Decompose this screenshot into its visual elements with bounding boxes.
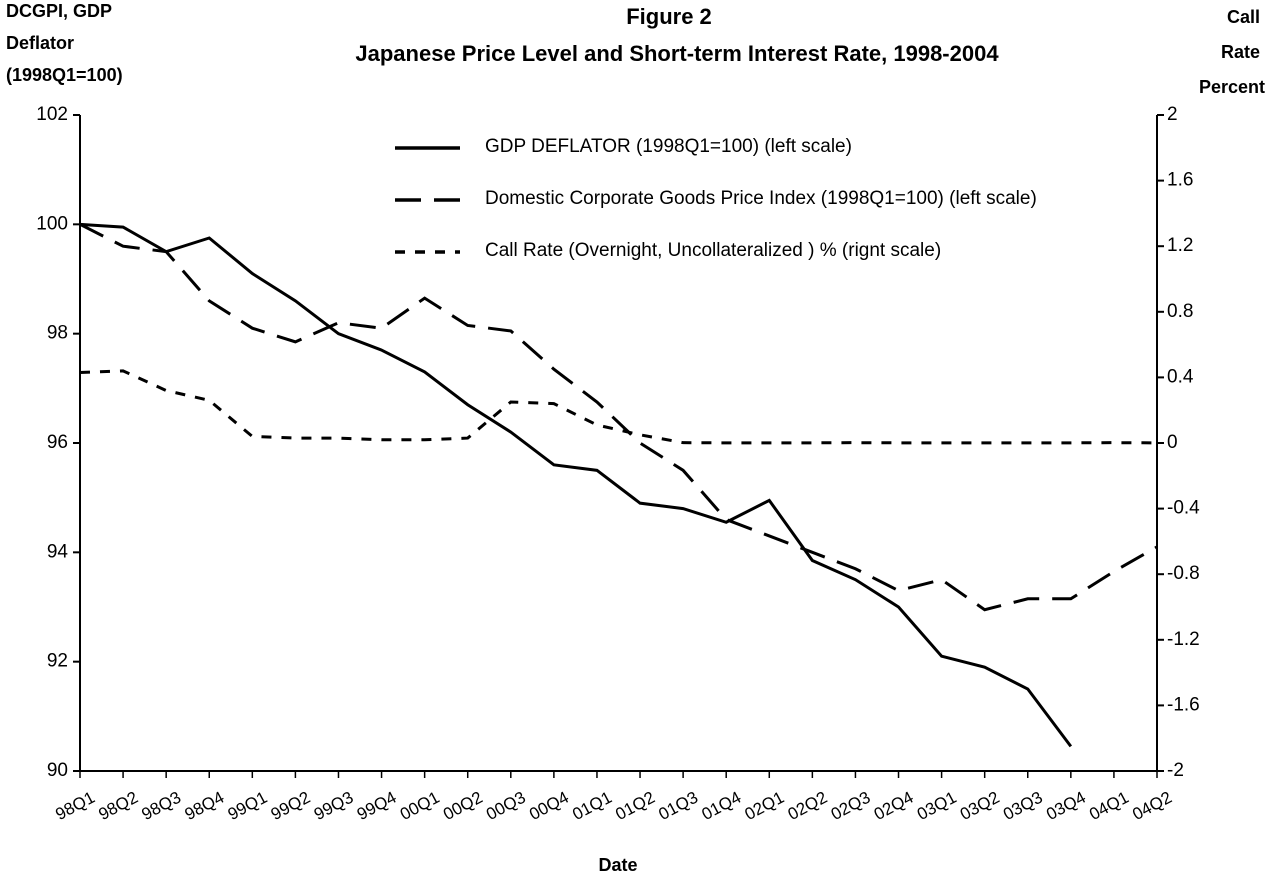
series-line xyxy=(79,222,1158,612)
x-tick-label: 02Q4 xyxy=(871,788,917,824)
chart-title: Figure 2 xyxy=(626,4,712,29)
x-tick-label: 98Q4 xyxy=(182,788,228,824)
y-tick-label: 98 xyxy=(47,323,68,344)
y-tick-label: 92 xyxy=(47,651,68,672)
x-tick-label: 00Q2 xyxy=(440,788,486,824)
x-tick-label: 01Q3 xyxy=(655,788,701,824)
legend-label: GDP DEFLATOR (1998Q1=100) (left scale) xyxy=(485,137,852,157)
x-tick-label: 03Q4 xyxy=(1043,788,1089,824)
y2-tick-label: 0 xyxy=(1167,432,1178,453)
x-tick-label: 03Q3 xyxy=(1000,788,1046,824)
x-tick-label: 02Q1 xyxy=(742,788,788,824)
y-axis-title: DCGPI, GDP xyxy=(6,1,112,21)
y2-tick-label: -1.2 xyxy=(1167,629,1200,650)
y2-tick-label: -1.6 xyxy=(1167,694,1200,715)
x-tick-label: 03Q2 xyxy=(957,788,1003,824)
y2-axis-title: Rate xyxy=(1221,42,1260,62)
y-axis-title: Deflator xyxy=(6,33,74,53)
y2-axis-title: Percent xyxy=(1199,77,1265,97)
series-line xyxy=(79,222,1073,748)
y2-tick-label: 0.8 xyxy=(1167,301,1193,322)
y-tick-label: 90 xyxy=(47,760,68,781)
x-tick-label: 00Q1 xyxy=(397,788,443,824)
y2-tick-label: -0.4 xyxy=(1167,498,1200,519)
chart-subtitle: Japanese Price Level and Short-term Inte… xyxy=(355,41,999,66)
y2-tick-label: 1.2 xyxy=(1167,235,1193,256)
y-tick-label: 100 xyxy=(36,213,68,234)
y2-tick-label: -2 xyxy=(1167,760,1184,781)
legend-entry: Call Rate (Overnight, Uncollateralized )… xyxy=(485,241,942,261)
legend-label: Call Rate (Overnight, Uncollateralized )… xyxy=(485,241,942,261)
x-tick-label: 99Q3 xyxy=(311,788,357,824)
x-tick-label: 98Q3 xyxy=(138,788,184,824)
x-axis-title: Date xyxy=(598,855,637,875)
y-tick-label: 94 xyxy=(47,541,69,562)
series-line xyxy=(79,369,1158,445)
y2-axis-title: Call xyxy=(1227,7,1260,27)
y2-tick-label: 2 xyxy=(1167,104,1178,125)
x-tick-label: 99Q2 xyxy=(268,788,314,824)
y-tick-label: 102 xyxy=(36,104,68,125)
x-tick-label: 01Q2 xyxy=(612,788,658,824)
x-tick-label: 99Q1 xyxy=(225,788,271,824)
x-tick-label: 04Q2 xyxy=(1129,788,1175,824)
legend-entry: Domestic Corporate Goods Price Index (19… xyxy=(485,189,1037,209)
legend-label: Domestic Corporate Goods Price Index (19… xyxy=(485,189,1037,209)
x-tick-label: 03Q1 xyxy=(914,788,960,824)
y2-tick-label: 0.4 xyxy=(1167,366,1194,387)
x-tick-label: 99Q4 xyxy=(354,788,400,824)
x-tick-label: 00Q3 xyxy=(483,788,529,824)
x-tick-label: 98Q1 xyxy=(52,788,98,824)
x-tick-label: 98Q2 xyxy=(95,788,141,824)
x-tick-label: 01Q1 xyxy=(569,788,615,824)
x-tick-label: 01Q4 xyxy=(699,788,745,824)
x-tick-label: 02Q2 xyxy=(785,788,831,824)
y2-tick-label: 1.6 xyxy=(1167,170,1193,191)
x-tick-label: 00Q4 xyxy=(526,788,572,824)
y-axis-title: (1998Q1=100) xyxy=(6,65,123,85)
legend-entry: GDP DEFLATOR (1998Q1=100) (left scale) xyxy=(485,137,852,157)
x-tick-label: 02Q3 xyxy=(828,788,874,824)
x-tick-label: 04Q1 xyxy=(1086,788,1132,824)
y-tick-label: 96 xyxy=(47,432,68,453)
y2-tick-label: -0.8 xyxy=(1167,563,1200,584)
